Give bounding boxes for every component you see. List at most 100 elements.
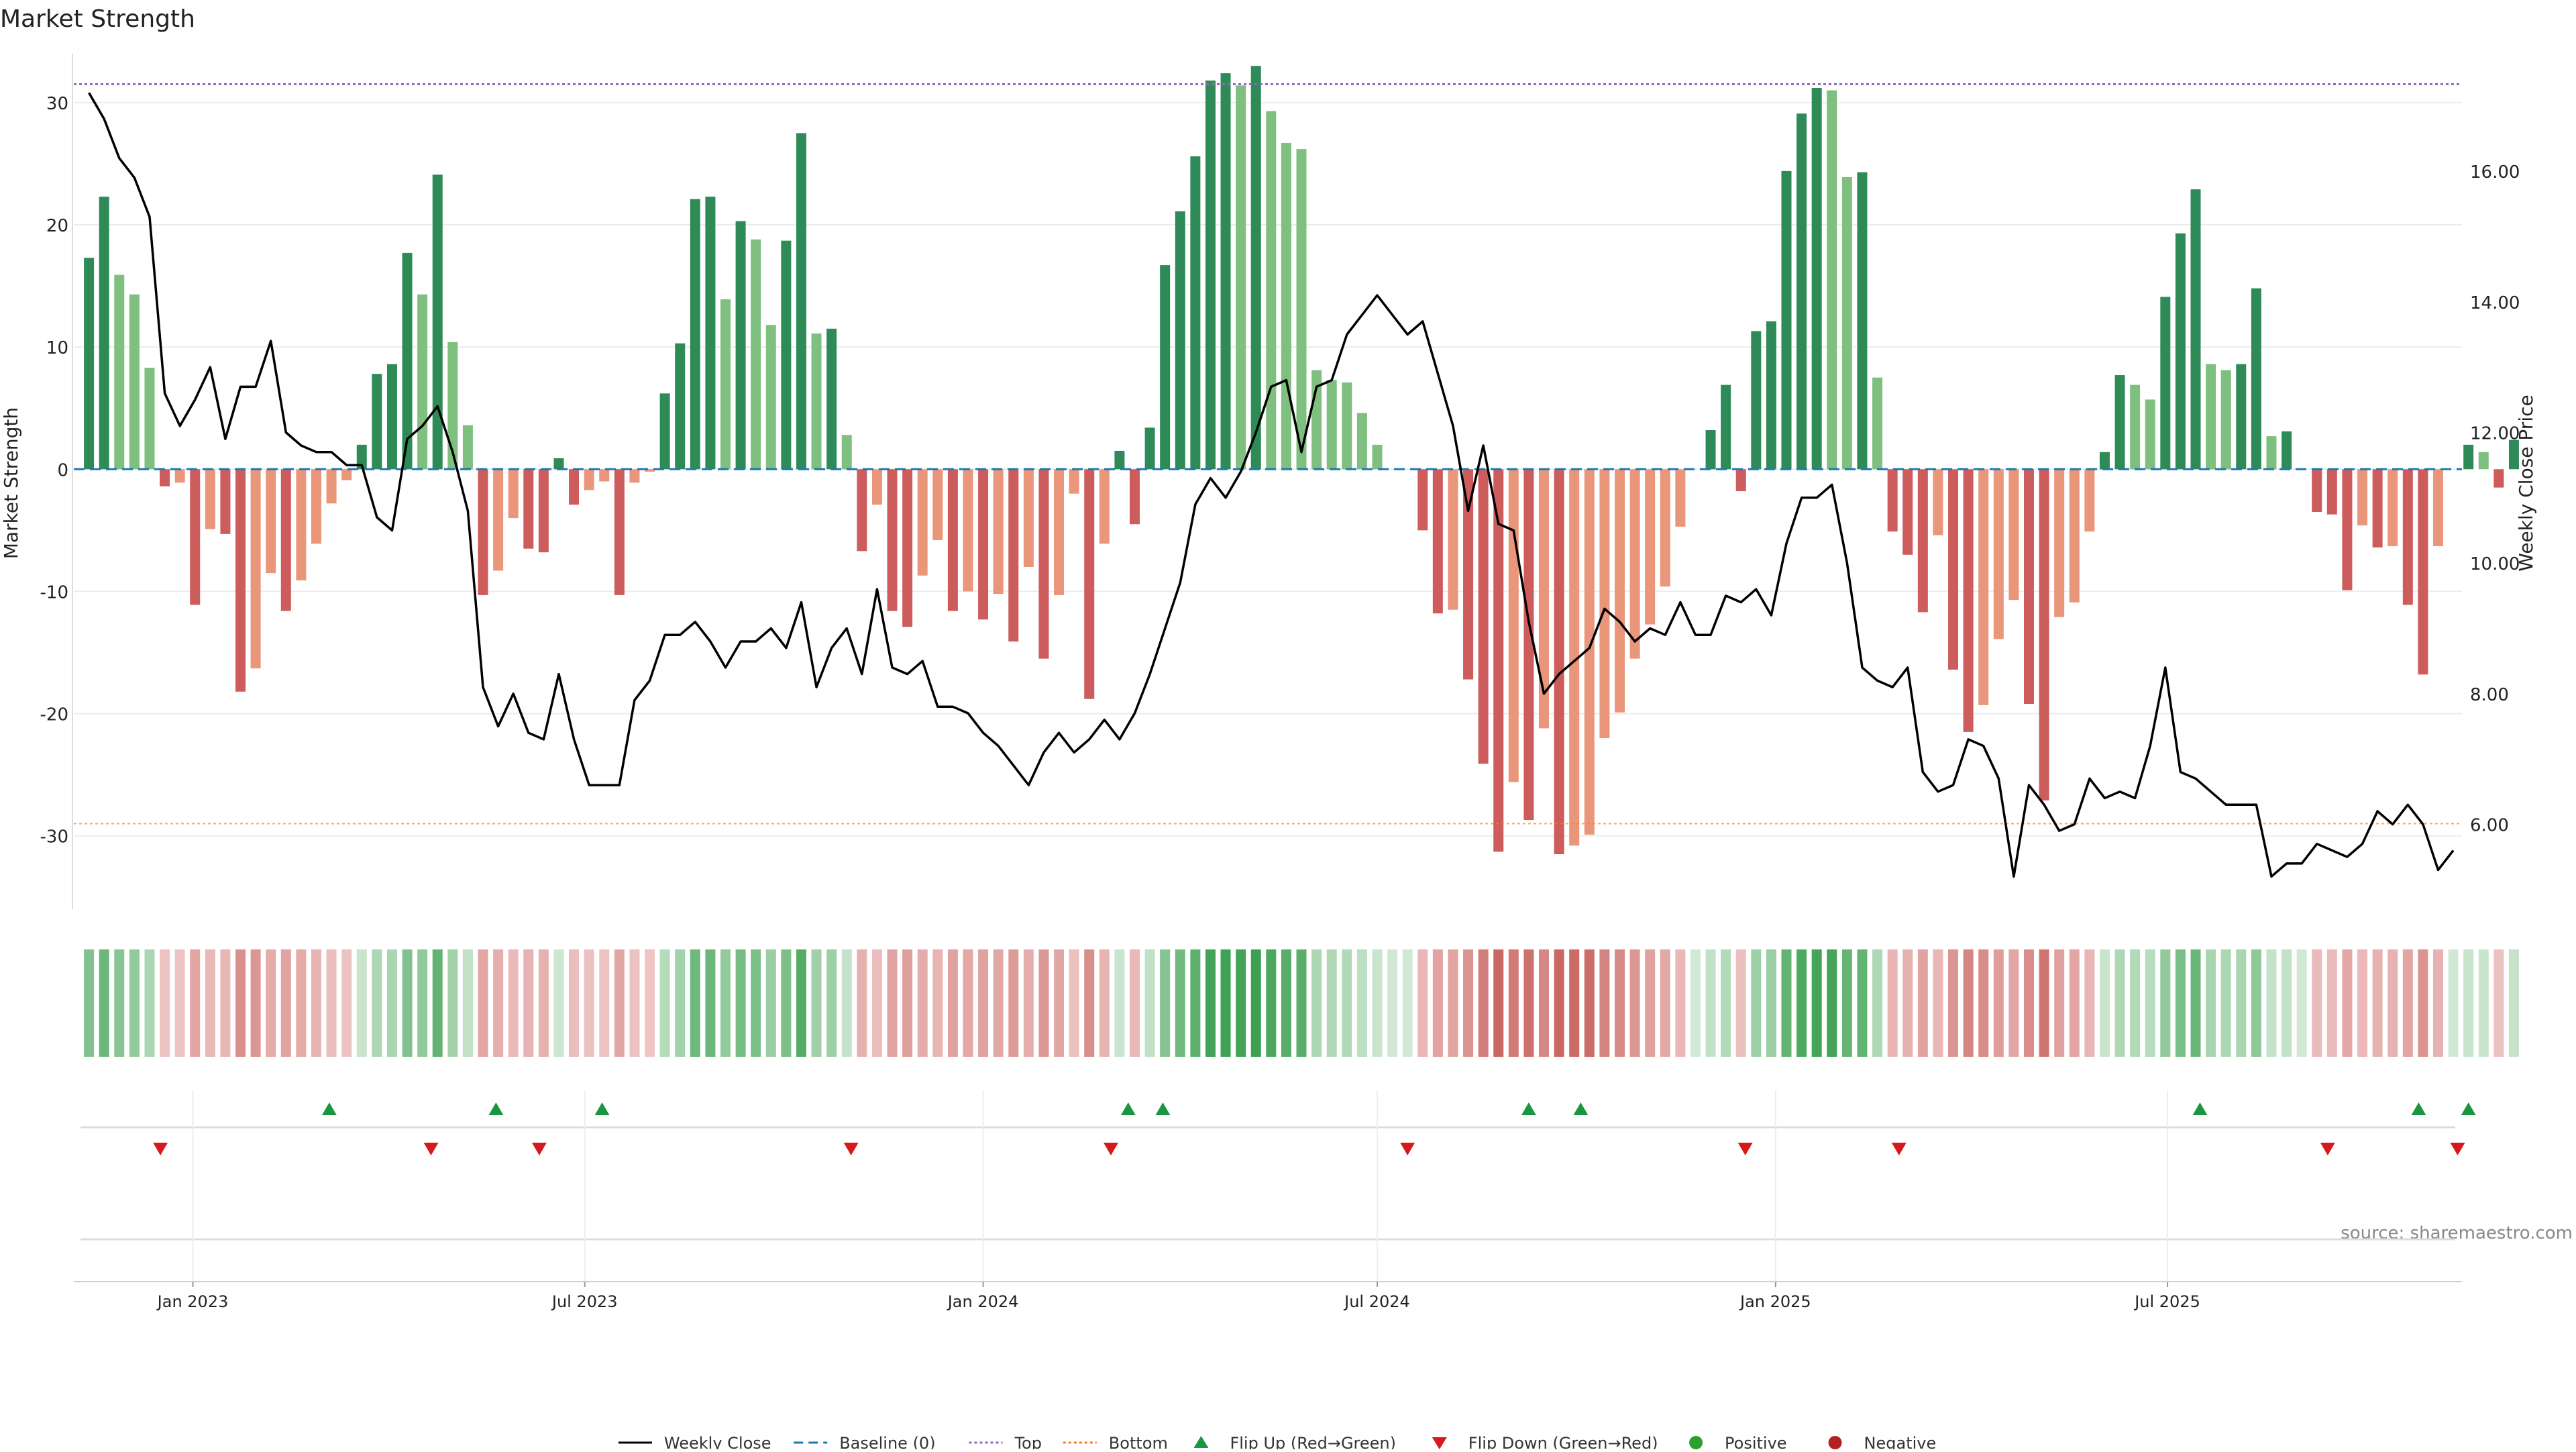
heat-strip-cell: [1675, 949, 1686, 1057]
heat-strip-cell: [1614, 949, 1625, 1057]
heat-strip-cell: [1645, 949, 1656, 1057]
strength-bar: [250, 469, 261, 669]
heat-strip-cell: [2039, 949, 2049, 1057]
heat-strip-cell: [675, 949, 686, 1057]
heat-strip-cell: [1448, 949, 1458, 1057]
strength-bar: [1766, 321, 1776, 470]
strength-bar: [2266, 436, 2277, 470]
strength-bar: [1281, 142, 1291, 470]
strength-bar: [402, 252, 413, 470]
heat-strip-cell: [2463, 949, 2474, 1057]
flip-up-marker: [594, 1102, 610, 1115]
heat-strip-cell: [1599, 949, 1610, 1057]
heat-strip-cell: [1236, 949, 1246, 1057]
strength-bar: [2084, 469, 2095, 532]
x-axis: Jan 2023 Jul 2023 Jan 2024 Jul 2024 Jan 2025…: [74, 1090, 2462, 1311]
heat-strip-cell: [1084, 949, 1095, 1057]
heat-strip-cell: [478, 949, 488, 1057]
strength-bar: [1084, 469, 1095, 699]
strength-bar: [1569, 469, 1580, 846]
heat-strip-cell: [2418, 949, 2428, 1057]
heat-strip-cell: [826, 949, 837, 1057]
heat-strip-cell: [114, 949, 125, 1057]
x-tick-label: Jan 2024: [947, 1292, 1019, 1311]
heat-strip-cell: [1690, 949, 1701, 1057]
legend-item: Weekly Close: [618, 1434, 771, 1452]
strength-bar: [645, 469, 655, 472]
heat-strip-cell: [2084, 949, 2095, 1057]
heat-strip-cell: [2130, 949, 2141, 1057]
heat-strip-cell: [84, 949, 95, 1057]
heat-strip-cell: [2023, 949, 2034, 1057]
heat-strip-cell: [1508, 949, 1519, 1057]
heat-strip-cell: [160, 949, 170, 1057]
flip-down-marker: [1400, 1143, 1415, 1155]
strength-bar: [2008, 469, 2019, 601]
strength-bar: [114, 274, 125, 470]
heat-strip-cell: [2114, 949, 2125, 1057]
strength-bar: [1629, 469, 1640, 659]
strength-bar: [1948, 469, 1959, 670]
flip-down-marker: [1104, 1143, 1119, 1155]
heat-strip-cell: [1069, 949, 1079, 1057]
flip-up-marker: [1120, 1102, 1136, 1115]
heat-strip-cell: [1099, 949, 1110, 1057]
y-axis-label-right: Weekly Close Price: [2515, 395, 2537, 571]
y-tick-label-right: 6.00: [2470, 815, 2509, 835]
y-tick-label-left: 0: [57, 460, 68, 480]
strength-bar: [1160, 265, 1171, 470]
strength-bar: [1236, 85, 1246, 470]
strength-bar: [2387, 469, 2398, 547]
strength-bar: [1841, 176, 1852, 470]
strength-bar: [887, 469, 898, 611]
heat-strip-cell: [2251, 949, 2261, 1057]
strength-bar: [811, 333, 822, 470]
strength-bar: [1933, 469, 1943, 535]
heat-strip-cell: [1342, 949, 1352, 1057]
flip-up-marker: [1155, 1102, 1171, 1115]
heat-strip-cell: [372, 949, 382, 1057]
heat-strip-cell: [2312, 949, 2322, 1057]
heat-strip-cell: [508, 949, 519, 1057]
heat-strip-cell: [1629, 949, 1640, 1057]
strength-bar: [2114, 375, 2125, 470]
strength-bar: [1902, 469, 1913, 555]
strength-bar: [857, 469, 867, 552]
heat-strip-cell: [1326, 949, 1337, 1057]
strength-bar: [902, 469, 913, 627]
heat-strip-cell: [2478, 949, 2489, 1057]
strength-bar: [1448, 469, 1458, 610]
heat-strip-cell: [2266, 949, 2277, 1057]
strength-bar: [2282, 431, 2292, 470]
strength-bar: [2145, 399, 2155, 470]
heat-strip-cell: [2402, 949, 2413, 1057]
strength-bar: [1917, 469, 1928, 613]
heat-strip-cell: [2326, 949, 2337, 1057]
heat-strip-cell: [1250, 949, 1261, 1057]
strength-bar: [932, 469, 943, 540]
legend-item: Top: [969, 1434, 1042, 1452]
strength-bar: [917, 469, 928, 576]
heat-strip-cell: [2099, 949, 2110, 1057]
strength-bar: [372, 374, 382, 470]
strength-bar: [235, 469, 246, 692]
heat-strip-cell: [553, 949, 564, 1057]
heat-strip-cell: [1781, 949, 1792, 1057]
legend-item: Positive: [1689, 1434, 1787, 1452]
heat-strip-cell: [311, 949, 321, 1057]
y-tick-label-left: 20: [46, 216, 68, 236]
heat-strip-cell: [2342, 949, 2353, 1057]
x-tick-label: Jan 2023: [156, 1292, 229, 1311]
heat-strip-cell: [220, 949, 231, 1057]
y-tick-label-left: 10: [46, 338, 68, 358]
heat-strip-cell: [1993, 949, 2004, 1057]
strength-bar: [841, 435, 852, 470]
heat-strip-cell: [266, 949, 276, 1057]
flip-down-marker: [2450, 1143, 2465, 1155]
heat-strip-cell: [2220, 949, 2231, 1057]
y-tick-label-left: -30: [40, 827, 68, 847]
strength-bar: [1721, 384, 1731, 470]
strength-bar: [1342, 382, 1352, 470]
